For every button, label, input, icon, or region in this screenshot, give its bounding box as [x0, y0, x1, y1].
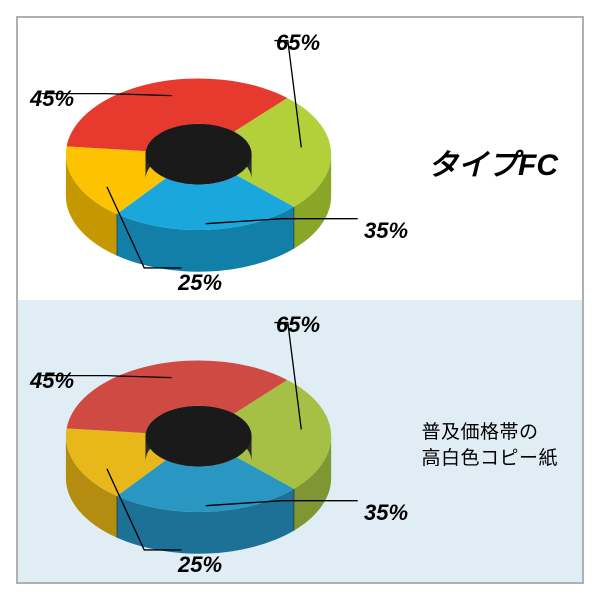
- title-line-1: 普及価格帯の: [421, 422, 538, 443]
- panel-title-top: タイプFC: [428, 140, 558, 184]
- slice-label-45: 45%: [30, 86, 74, 112]
- donut-chart-top: [28, 26, 388, 292]
- panel-copy-paper: 65% 35% 25% 45% 普及価格帯の 高白色コピー紙: [18, 300, 582, 582]
- slice-label-65: 65%: [276, 30, 320, 56]
- slice-label-25: 25%: [178, 270, 222, 296]
- slice-label-25: 25%: [178, 552, 222, 578]
- title-line-2: 高白色コピー紙: [421, 448, 558, 469]
- donut-chart-bottom: [28, 308, 388, 574]
- slice-label-35: 35%: [364, 218, 408, 244]
- panel-type-fc: 65% 35% 25% 45% タイプFC: [18, 18, 582, 300]
- slice-label-65: 65%: [276, 312, 320, 338]
- slice-label-45: 45%: [30, 368, 74, 394]
- panel-title-bottom: 普及価格帯の 高白色コピー紙: [421, 420, 558, 471]
- slice-label-35: 35%: [364, 500, 408, 526]
- image-frame: 65% 35% 25% 45% タイプFC 65% 35% 25% 45% 普及…: [16, 16, 584, 584]
